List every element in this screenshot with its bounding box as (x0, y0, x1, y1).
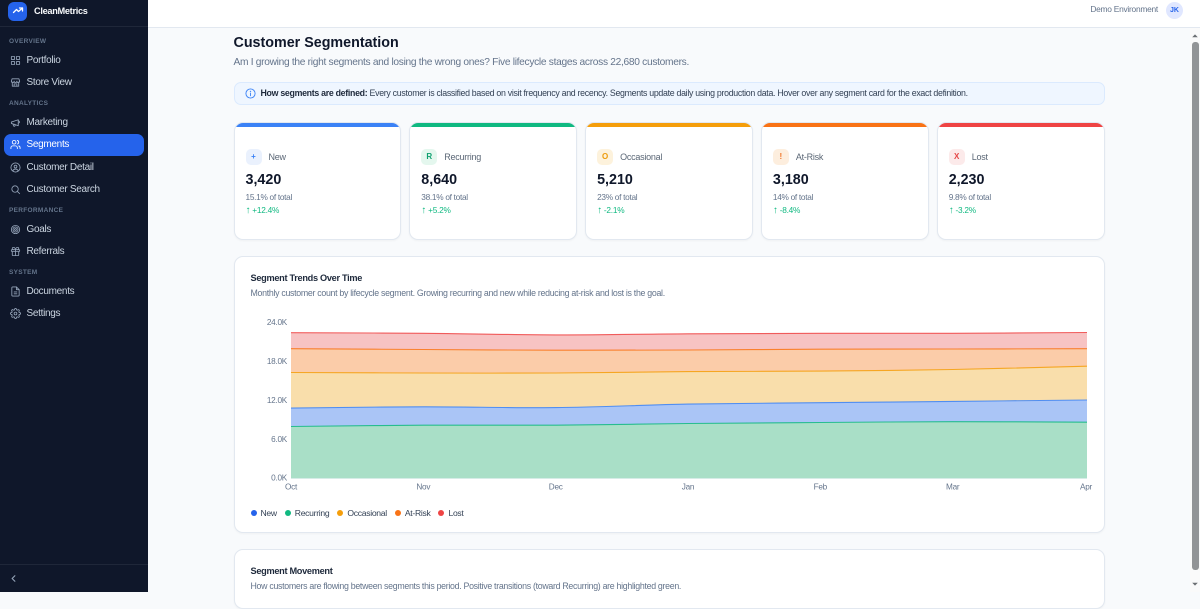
svg-text:Nov: Nov (416, 482, 431, 491)
svg-text:Mar: Mar (946, 482, 960, 491)
svg-text:0.0K: 0.0K (271, 473, 288, 482)
svg-text:Oct: Oct (285, 482, 298, 491)
svg-text:Apr: Apr (1080, 482, 1093, 491)
svg-text:18.0K: 18.0K (266, 357, 287, 366)
svg-text:6.0K: 6.0K (271, 434, 288, 443)
svg-text:Feb: Feb (813, 482, 827, 491)
svg-text:24.0K: 24.0K (266, 318, 287, 327)
svg-text:Jan: Jan (681, 482, 694, 491)
svg-text:12.0K: 12.0K (266, 396, 287, 405)
svg-text:Dec: Dec (548, 482, 562, 491)
